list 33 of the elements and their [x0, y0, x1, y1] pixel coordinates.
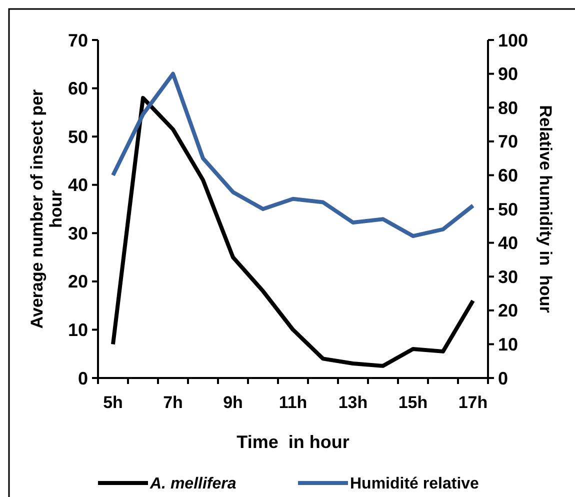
y-tick-label: 20 [68, 272, 88, 292]
y2-tick-label: 50 [498, 199, 518, 220]
y-tick-label: 40 [68, 175, 88, 196]
x-tick-label: 11h [278, 393, 308, 412]
y-tick-label: 0 [78, 368, 88, 388]
y2-axis-title: Relative humidity in hour [536, 105, 555, 314]
y2-tick-label: 40 [498, 233, 518, 254]
y2-tick-label: 80 [498, 98, 518, 118]
x-tick-label: 13h [338, 393, 368, 412]
x-tick-label: 7h [163, 393, 183, 412]
y-tick-label: 70 [68, 30, 88, 50]
y-tick-label: 60 [68, 78, 88, 99]
y-tick-label: 50 [68, 126, 88, 147]
y-tick-label: 30 [68, 223, 88, 244]
y2-tick-label: 100 [498, 30, 528, 50]
y2-tick-label: 70 [498, 132, 518, 152]
legend-label: Humidité relative [350, 476, 480, 493]
y2-tick-label: 30 [498, 266, 518, 287]
y2-tick-label: 60 [498, 166, 518, 186]
x-axis-title: Time in hour [236, 432, 350, 452]
y-axis-title: Average number of insect per hour [28, 88, 66, 329]
line-series [111, 72, 475, 238]
y2-tick-label: 20 [498, 300, 518, 321]
x-tick-label: 9h [223, 393, 243, 412]
line-series [111, 96, 475, 368]
legend-label: A. mellifera [149, 476, 236, 493]
y2-tick-label: 0 [498, 368, 508, 388]
x-tick-label: 5h [103, 393, 123, 412]
y2-tick-label: 10 [498, 334, 518, 354]
x-tick-label: 17h [458, 393, 488, 412]
x-tick-label: 15h [398, 393, 428, 412]
y2-tick-label: 90 [498, 64, 518, 84]
y-tick-label: 10 [68, 320, 88, 340]
